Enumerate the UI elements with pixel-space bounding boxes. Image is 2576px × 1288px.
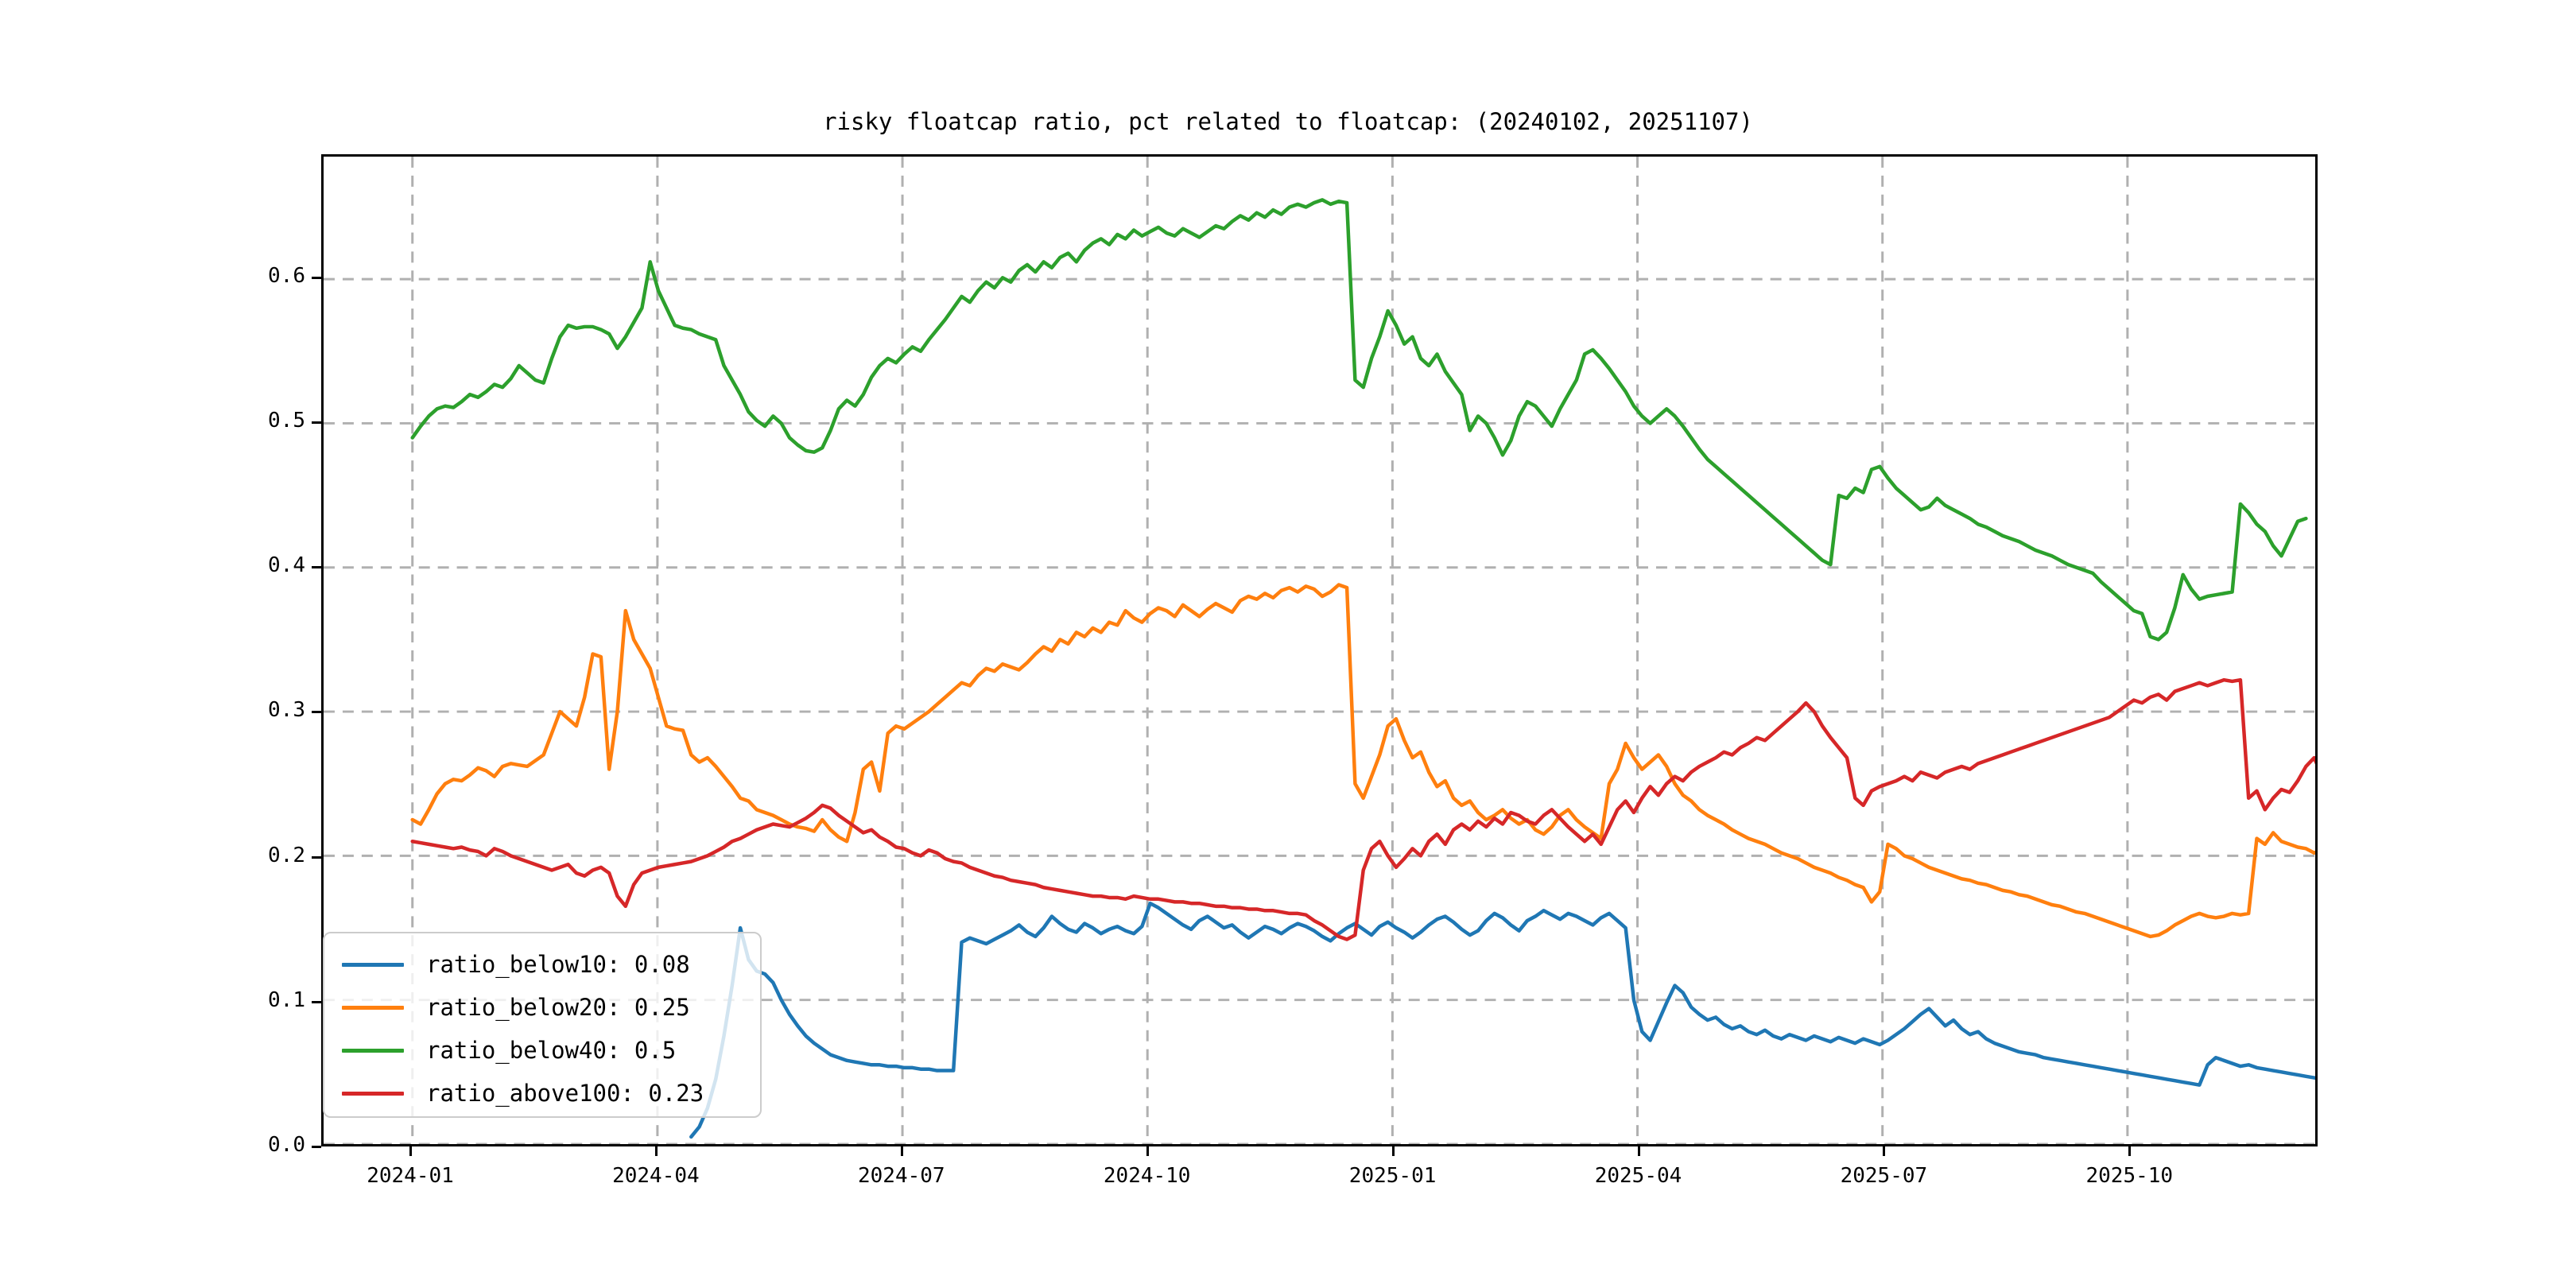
plot-svg bbox=[324, 157, 2315, 1144]
y-tick-label: 0.3 bbox=[268, 698, 305, 723]
legend-item-ratio_below10[interactable]: ratio_below10: 0.08 bbox=[324, 941, 760, 987]
legend-label: ratio_above100: 0.23 bbox=[426, 1080, 704, 1107]
x-tick-label: 2025-01 bbox=[1348, 1164, 1437, 1188]
y-tick-mark bbox=[312, 1000, 321, 1003]
x-tick-mark bbox=[654, 1146, 658, 1156]
x-tick-label: 2024-04 bbox=[612, 1164, 700, 1188]
x-tick-label: 2024-07 bbox=[858, 1164, 945, 1188]
legend-label: ratio_below10: 0.08 bbox=[426, 951, 690, 978]
legend-item-ratio_above100[interactable]: ratio_above100: 0.23 bbox=[324, 1070, 760, 1116]
series-line-ratio_below20 bbox=[410, 583, 2315, 939]
y-tick-label: 0.4 bbox=[268, 553, 305, 578]
y-tick-label: 0.2 bbox=[268, 843, 305, 867]
x-tick-mark bbox=[1637, 1146, 1640, 1156]
chart-title: risky floatcap ratio, pct related to flo… bbox=[823, 108, 1753, 135]
legend-label: ratio_below20: 0.25 bbox=[426, 994, 690, 1021]
x-tick-mark bbox=[409, 1146, 412, 1156]
legend-color-swatch-ratio_above100 bbox=[342, 1091, 404, 1096]
legend-item-ratio_below40[interactable]: ratio_below40: 0.5 bbox=[324, 1027, 760, 1073]
x-tick-label: 2025-10 bbox=[2085, 1164, 2174, 1188]
x-tick-mark bbox=[1146, 1146, 1149, 1156]
x-tick-mark bbox=[1391, 1146, 1395, 1156]
y-tick-label: 0.5 bbox=[268, 409, 305, 433]
legend-label: ratio_below40: 0.5 bbox=[426, 1037, 677, 1064]
x-tick-label: 2025-04 bbox=[1594, 1164, 1682, 1188]
legend-item-ratio_below20[interactable]: ratio_below20: 0.25 bbox=[324, 984, 760, 1030]
x-tick-mark bbox=[2128, 1146, 2132, 1156]
y-tick-label: 0.0 bbox=[268, 1133, 305, 1157]
y-tick-mark bbox=[312, 855, 321, 859]
x-tick-mark bbox=[1883, 1146, 1886, 1156]
x-tick-mark bbox=[900, 1146, 903, 1156]
legend-color-swatch-ratio_below10 bbox=[342, 962, 404, 967]
x-tick-label: 2024-01 bbox=[367, 1164, 454, 1188]
y-tick-mark bbox=[312, 566, 321, 569]
series-lines bbox=[410, 198, 2315, 1139]
y-tick-label: 0.1 bbox=[268, 987, 305, 1012]
series-line-ratio_below10 bbox=[689, 901, 2315, 1139]
legend[interactable]: ratio_below10: 0.08 ratio_below20: 0.25 ra… bbox=[323, 932, 762, 1118]
legend-color-swatch-ratio_below40 bbox=[342, 1048, 404, 1053]
y-tick-mark bbox=[312, 711, 321, 714]
y-tick-mark bbox=[312, 276, 321, 279]
y-tick-label: 0.6 bbox=[268, 263, 305, 288]
series-line-ratio_below40 bbox=[410, 198, 2308, 642]
legend-color-swatch-ratio_below20 bbox=[342, 1005, 404, 1010]
series-line-ratio_above100 bbox=[410, 677, 2315, 941]
y-tick-mark bbox=[312, 421, 321, 425]
x-tick-label: 2025-07 bbox=[1840, 1164, 1928, 1188]
x-tick-label: 2024-10 bbox=[1103, 1164, 1191, 1188]
y-tick-mark bbox=[312, 1146, 321, 1148]
